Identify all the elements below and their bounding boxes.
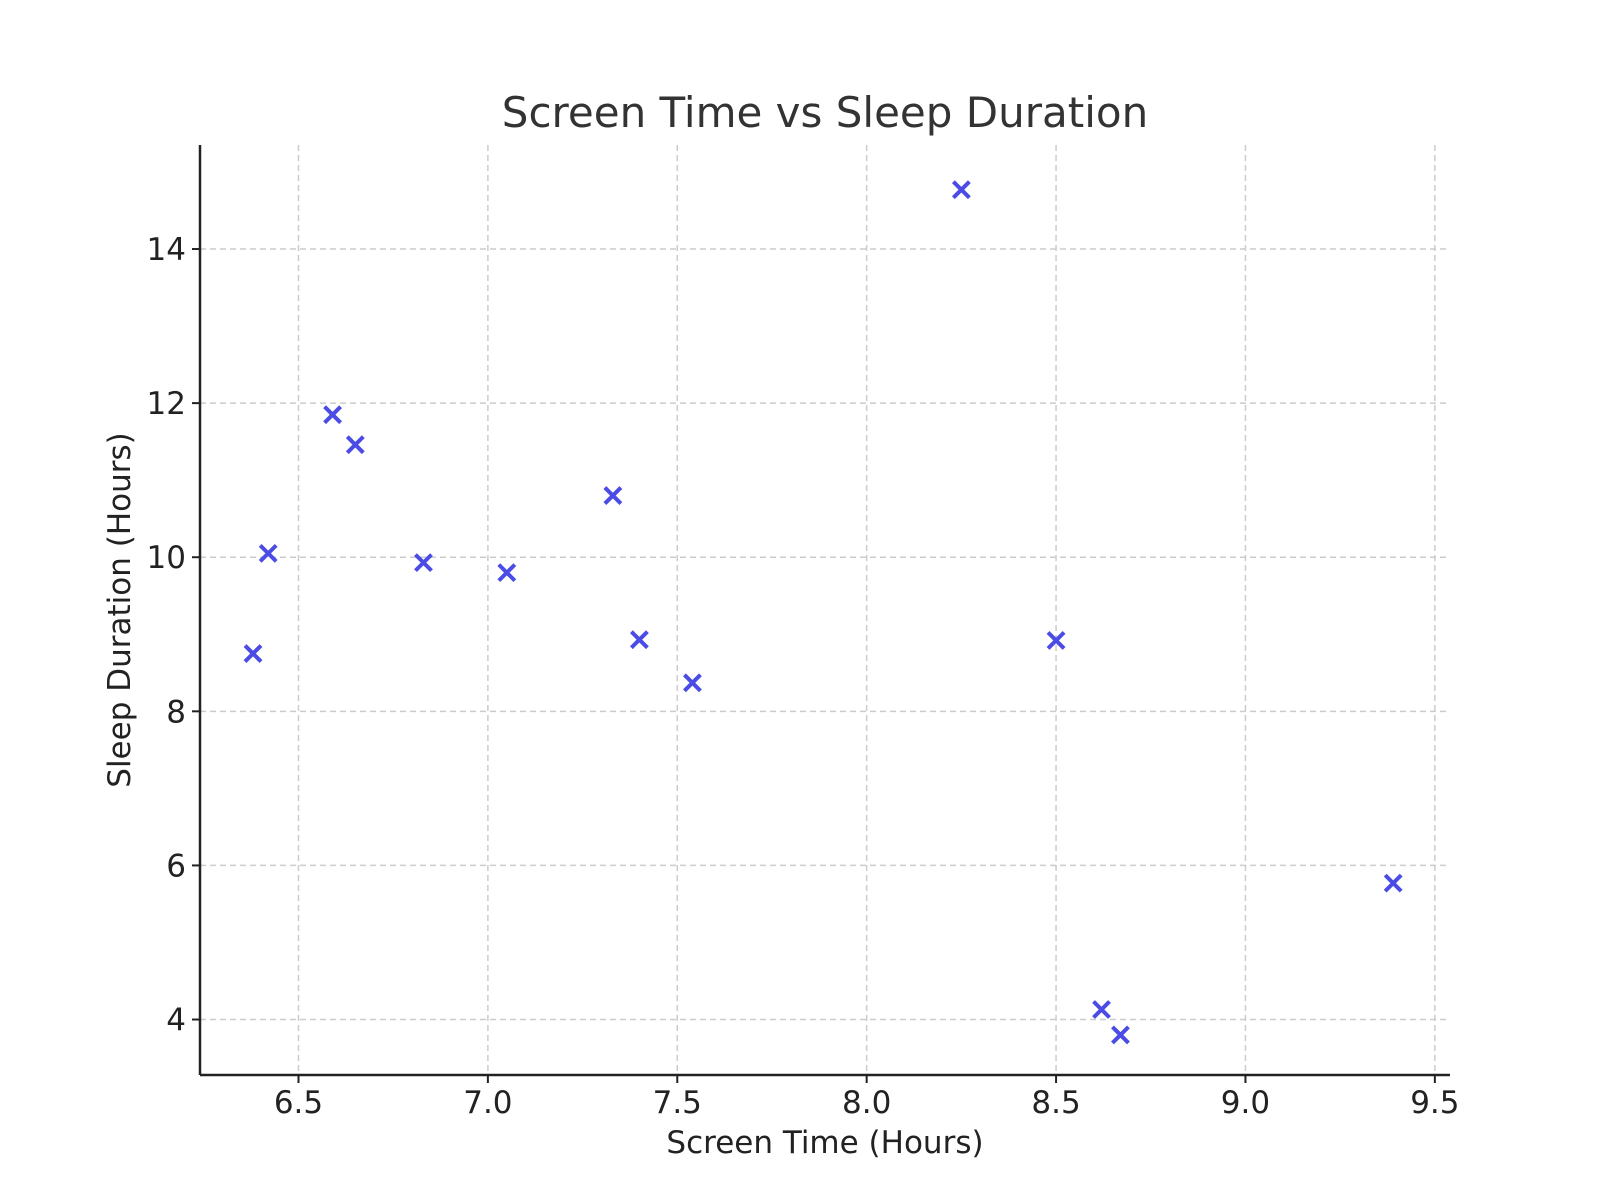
data-point-marker [1111, 1025, 1130, 1045]
data-point-marker [497, 563, 517, 583]
y-tick-label: 12 [147, 386, 186, 422]
data-point-marker [951, 180, 971, 200]
chart-title: Screen Time vs Sleep Duration [502, 88, 1148, 137]
y-tick-label: 4 [166, 1003, 186, 1039]
x-ticks: 6.5 7.0 7.5 8.0 8.5 9.0 9.5 [274, 1075, 1460, 1121]
data-point-marker [323, 405, 342, 425]
data-point-marker [258, 543, 278, 563]
y-tick-label: 6 [166, 848, 186, 884]
x-tick-label: 6.5 [274, 1085, 323, 1121]
data-points [243, 180, 1403, 1045]
data-point-marker [345, 435, 365, 455]
data-point-marker [1046, 631, 1066, 650]
y-axis-label: Sleep Duration (Hours) [102, 432, 138, 787]
y-tick-label: 10 [147, 540, 186, 576]
axes [198, 145, 1450, 1077]
grid [200, 145, 1450, 1075]
x-axis-label: Screen Time (Hours) [666, 1125, 983, 1161]
y-ticks: 4 6 8 10 12 14 [147, 232, 200, 1039]
data-point-marker [1092, 1000, 1111, 1019]
y-tick-label: 14 [147, 232, 186, 268]
x-tick-label: 7.5 [653, 1085, 702, 1121]
data-point-marker [414, 553, 433, 573]
y-tick-label: 8 [166, 694, 186, 730]
x-tick-label: 7.0 [463, 1085, 512, 1121]
data-point-marker [243, 644, 263, 663]
x-tick-label: 8.5 [1031, 1085, 1080, 1121]
x-tick-label: 8.0 [842, 1085, 891, 1121]
x-tick-label: 9.0 [1221, 1085, 1270, 1121]
data-point-marker [1383, 873, 1403, 893]
data-point-marker [629, 630, 649, 650]
data-point-marker [683, 673, 702, 693]
x-tick-label: 9.5 [1410, 1085, 1459, 1121]
data-point-marker [603, 486, 623, 505]
